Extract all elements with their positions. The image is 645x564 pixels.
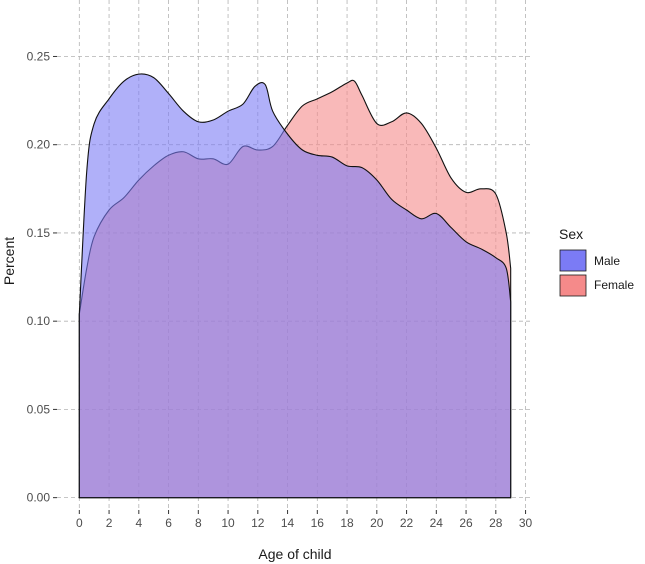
- x-tick-label: 8: [195, 516, 202, 530]
- x-axis: 0 2 4 6 8 10 12 14 16 18 20 22 24 26 28 30: [76, 510, 533, 530]
- x-tick-label: 0: [76, 516, 83, 530]
- x-tick-label: 16: [311, 516, 325, 530]
- x-tick-label: 4: [135, 516, 142, 530]
- x-tick-label: 14: [281, 516, 295, 530]
- y-tick-label: 0.15: [27, 226, 51, 240]
- x-tick-label: 20: [370, 516, 384, 530]
- legend-label-male: Male: [594, 254, 620, 268]
- x-tick-label: 30: [519, 516, 533, 530]
- x-tick-label: 12: [251, 516, 265, 530]
- x-axis-title: Age of child: [258, 546, 331, 562]
- x-tick-label: 24: [430, 516, 444, 530]
- x-tick-label: 6: [165, 516, 172, 530]
- legend: Sex Male Female: [559, 226, 634, 297]
- legend-key-male: [559, 249, 587, 272]
- legend-label-female: Female: [594, 278, 634, 292]
- x-tick-label: 2: [106, 516, 113, 530]
- y-tick-label: 0.05: [27, 402, 51, 416]
- y-tick-label: 0.20: [27, 138, 51, 152]
- x-tick-label: 22: [400, 516, 414, 530]
- legend-title: Sex: [559, 226, 583, 242]
- x-tick-label: 26: [459, 516, 473, 530]
- y-axis: 0.00 0.05 0.10 0.15 0.20 0.25: [27, 49, 57, 505]
- y-tick-label: 0.00: [27, 491, 51, 505]
- x-tick-label: 28: [489, 516, 503, 530]
- y-tick-label: 0.25: [27, 49, 51, 63]
- density-areas: [78, 73, 512, 499]
- x-tick-label: 10: [221, 516, 235, 530]
- y-axis-title: Percent: [1, 237, 17, 285]
- x-tick-label: 18: [340, 516, 354, 530]
- legend-key-female: [559, 274, 587, 297]
- density-area-male: [78, 73, 512, 499]
- y-tick-label: 0.10: [27, 314, 51, 328]
